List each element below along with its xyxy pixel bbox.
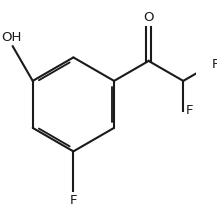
- Text: F: F: [211, 58, 217, 71]
- Text: OH: OH: [2, 32, 22, 44]
- Text: F: F: [70, 194, 77, 207]
- Text: F: F: [186, 104, 193, 117]
- Text: O: O: [143, 11, 154, 24]
